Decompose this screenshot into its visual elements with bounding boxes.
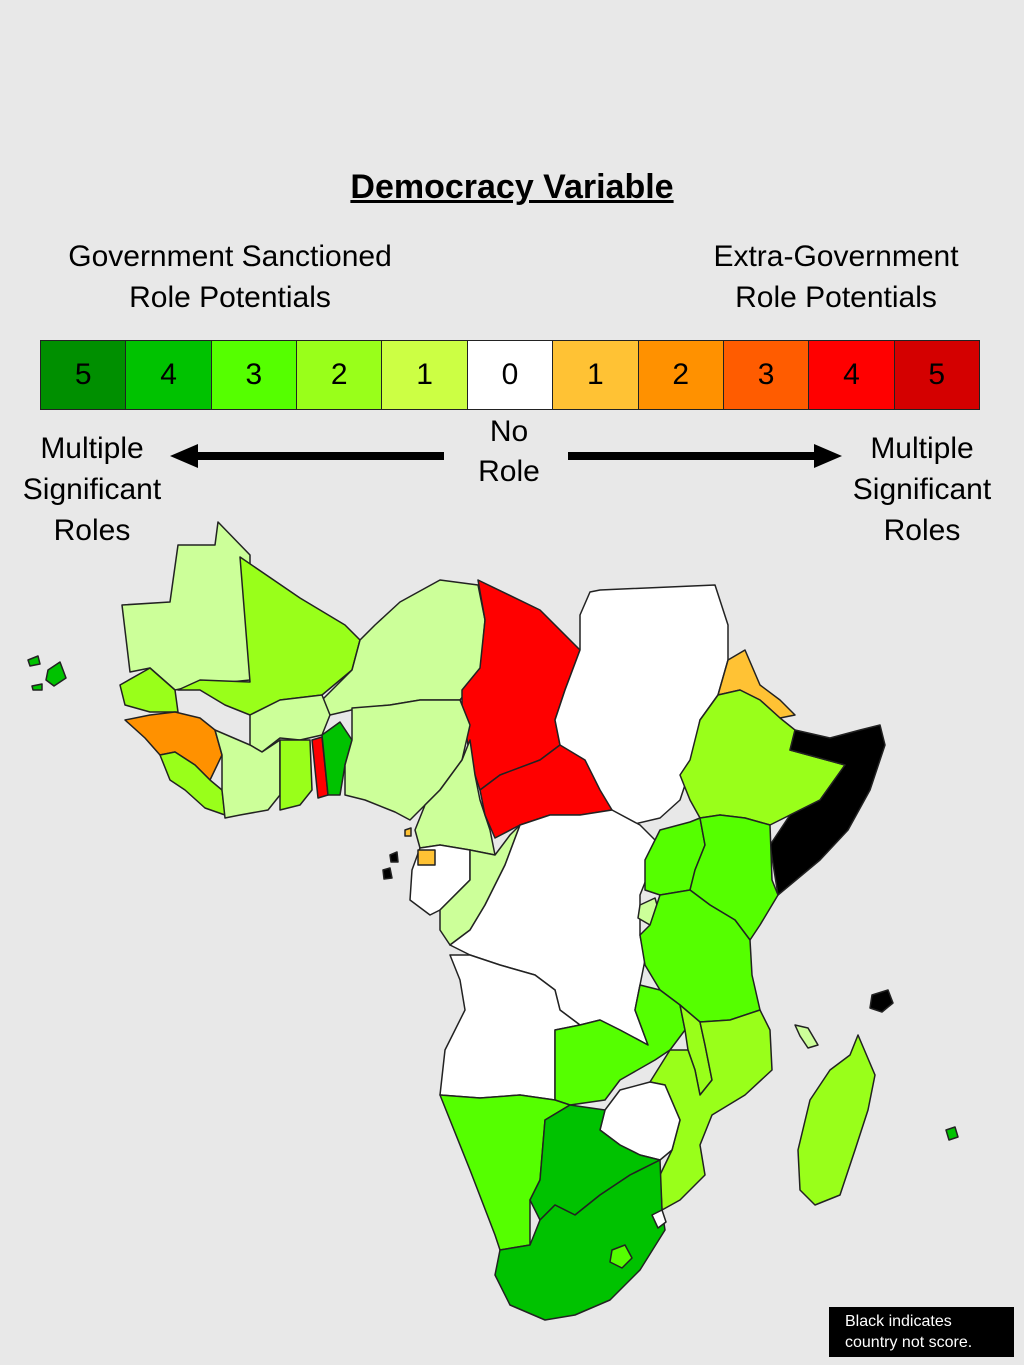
end-label-line: Significant [852,473,992,506]
no-role-line: Role [478,455,540,488]
note-line: country not score. [845,1334,973,1351]
left-end-label: Multiple Significant Roles [2,428,182,551]
right-arrow-icon [568,444,842,468]
heading-line: Government Sanctioned [68,240,392,273]
country-guinea [124,711,223,781]
country-swaziland [651,1209,667,1229]
end-label-line: Significant [22,473,162,506]
country-somalia [769,724,886,896]
country-comoros [869,989,894,1013]
government-sanctioned-heading: Government Sanctioned Role Potentials [30,236,430,318]
country-south-africa [494,1159,666,1321]
country-cape-verde-island [27,655,41,667]
heading-line: Role Potentials [129,281,331,314]
country-ivory-coast [214,729,281,819]
country-mauritius [945,1126,959,1141]
heading-line: Extra-Government [713,240,959,273]
country-bioko [404,827,412,837]
scale-cell: 4 [126,341,212,409]
scale-cell: 0 [467,341,554,409]
left-arrow-icon [170,444,444,468]
map-title: Democracy Variable [350,168,674,206]
end-label-line: Multiple [870,432,974,465]
country-lesotho [609,1244,633,1269]
no-role-line: No [489,415,529,448]
scale-cell: 2 [297,341,383,409]
country-sao-tome [382,867,393,880]
africa-map [27,521,959,1321]
no-role-label: No Role [449,412,569,492]
end-label-line: Roles [53,514,131,547]
country-kenya [689,814,779,941]
country-cape-verde [45,661,67,687]
extra-government-heading: Extra-Government Role Potentials [660,236,1012,318]
scale-cell: 5 [41,341,127,409]
country-sudan [554,584,729,826]
country-ethiopia [679,689,846,826]
scale-cell: 3 [723,341,810,409]
note-line: Black indicates [845,1313,952,1330]
country-mauritania [121,521,251,691]
end-label-line: Roles [883,514,961,547]
not-scored-note: Black indicates country not score. [829,1307,1014,1357]
country-madagascar [797,1034,876,1206]
scale-cell: 5 [894,341,979,409]
country-seychelles [794,1024,819,1049]
scale-cell: 1 [382,341,468,409]
scale-cell: 2 [638,341,724,409]
country-equatorial-guinea [417,849,436,866]
scale-cell: 1 [553,341,639,409]
country-ghana [279,739,313,811]
heading-line: Role Potentials [735,281,937,314]
scale-cell: 4 [809,341,895,409]
country-cape-verde-island [31,683,43,691]
right-end-label: Multiple Significant Roles [832,428,1012,551]
end-label-line: Multiple [40,432,144,465]
scale-cell: 3 [211,341,298,409]
country-equatorial-guinea-island [389,851,399,863]
